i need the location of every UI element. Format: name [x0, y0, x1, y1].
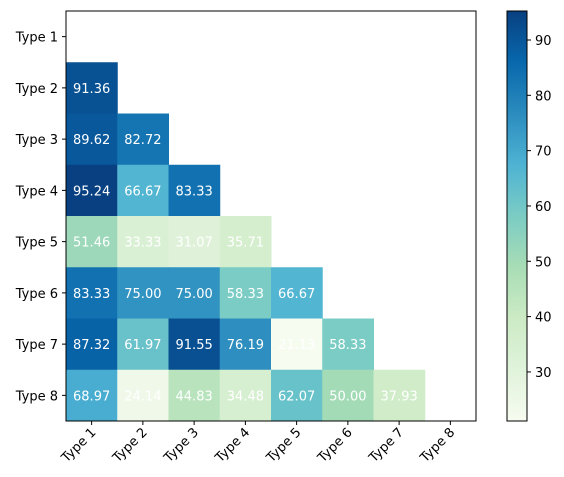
y-tick-label: Type 7	[15, 338, 58, 353]
colorbar-tick-label: 90	[535, 34, 552, 49]
heatmap-cell	[117, 164, 169, 217]
colorbar-tick-label: 40	[535, 311, 552, 326]
heatmap-cell	[168, 369, 221, 422]
colorbar-tick-label: 50	[535, 255, 552, 270]
heatmap-cell	[322, 369, 374, 422]
heatmap-cell	[66, 216, 118, 268]
cell-value-label: 37.93	[381, 389, 418, 404]
y-tick-label: Type 2	[15, 82, 58, 97]
cell-value-label: 75.00	[176, 287, 213, 302]
heatmap-cell	[219, 267, 272, 319]
cell-value-label: 51.46	[73, 236, 110, 251]
cell-value-label: 76.19	[227, 338, 264, 353]
heatmap-cell	[66, 62, 118, 114]
x-tick-label: Type 7	[366, 425, 407, 466]
plot-frame	[65, 10, 477, 422]
cell-value-label: 66.67	[124, 184, 161, 199]
heatmap-cell	[66, 113, 118, 166]
cell-value-label: 21.13	[278, 338, 315, 353]
colorbar	[506, 10, 528, 422]
heatmap-cell	[168, 267, 221, 319]
cell-value-label: 34.48	[227, 389, 264, 404]
heatmap-cell	[117, 216, 169, 268]
heatmap-cell	[373, 369, 426, 422]
cell-value-label: 35.71	[227, 236, 264, 251]
cell-value-label: 58.33	[227, 287, 264, 302]
heatmap-cell	[271, 267, 323, 319]
y-tick-label: Type 3	[15, 133, 58, 148]
x-tick-label: Type 8	[417, 425, 458, 466]
heatmap-cell	[66, 164, 118, 217]
x-tick-label: Type 6	[315, 425, 356, 466]
heatmap-cell	[66, 369, 118, 422]
y-tick-label: Type 4	[15, 184, 58, 199]
y-tick-label: Type 6	[15, 287, 58, 302]
cell-value-label: 75.00	[124, 287, 161, 302]
heatmap-cell	[271, 369, 323, 422]
cell-value-label: 91.55	[176, 338, 213, 353]
x-tick-label: Type 3	[161, 425, 202, 466]
cell-value-label: 58.33	[329, 338, 366, 353]
x-tick-label: Type 4	[212, 425, 253, 466]
heatmap-cell	[117, 318, 169, 371]
cell-value-label: 62.07	[278, 389, 315, 404]
heatmap-cell	[117, 267, 169, 319]
heatmap-cell	[168, 164, 221, 217]
cell-value-label: 68.97	[73, 389, 110, 404]
cell-value-label: 66.67	[278, 287, 315, 302]
colorbar-tick-label: 30	[535, 366, 552, 381]
cell-value-label: 83.33	[176, 184, 213, 199]
cell-value-label: 50.00	[329, 389, 366, 404]
cell-value-label: 33.33	[124, 236, 161, 251]
x-tick-label: Type 5	[263, 425, 304, 466]
heatmap-cells: 91.36 89.62 82.72 95.24 66.67 83.33 51.46 33.33…	[66, 62, 426, 422]
heatmap-cell	[322, 318, 374, 371]
x-tick-label: Type 2	[110, 425, 151, 466]
cell-value-label: 61.97	[124, 338, 161, 353]
colorbar-tick-label: 70	[535, 145, 552, 160]
heatmap-cell	[271, 318, 323, 371]
heatmap-cell	[66, 267, 118, 319]
x-axis-ticks: Type 1 Type 2 Type 3 Type 4 Type 5 Type 6 Type…	[58, 421, 458, 466]
colorbar-ticks: 30 40 50 60 70 80 90	[527, 34, 552, 381]
heatmap-cell	[117, 113, 169, 166]
cell-value-label: 31.07	[176, 236, 213, 251]
heatmap-cell	[168, 318, 221, 371]
heatmap-cell	[66, 318, 118, 371]
heatmap-cell	[117, 369, 169, 422]
cell-value-label: 24.14	[124, 389, 161, 404]
cell-value-label: 87.32	[73, 338, 110, 353]
x-tick-label: Type 1	[58, 425, 99, 466]
colorbar-tick-label: 60	[535, 200, 552, 215]
cell-value-label: 82.72	[124, 133, 161, 148]
heatmap-cell	[219, 216, 272, 268]
y-tick-label: Type 5	[15, 236, 58, 251]
cell-value-label: 89.62	[73, 133, 110, 148]
cell-value-label: 95.24	[73, 184, 110, 199]
heatmap-cell	[219, 318, 272, 371]
heatmap-cell	[168, 216, 221, 268]
y-tick-label: Type 8	[15, 389, 58, 404]
cell-value-label: 44.83	[176, 389, 213, 404]
cell-value-label: 91.36	[73, 82, 110, 97]
heatmap-cell	[219, 369, 272, 422]
cell-value-label: 83.33	[73, 287, 110, 302]
y-tick-label: Type 1	[15, 31, 58, 46]
colorbar-tick-label: 80	[535, 89, 552, 104]
y-axis-ticks: Type 1 Type 2 Type 3 Type 4 Type 5 Type 6 Type…	[15, 31, 66, 404]
